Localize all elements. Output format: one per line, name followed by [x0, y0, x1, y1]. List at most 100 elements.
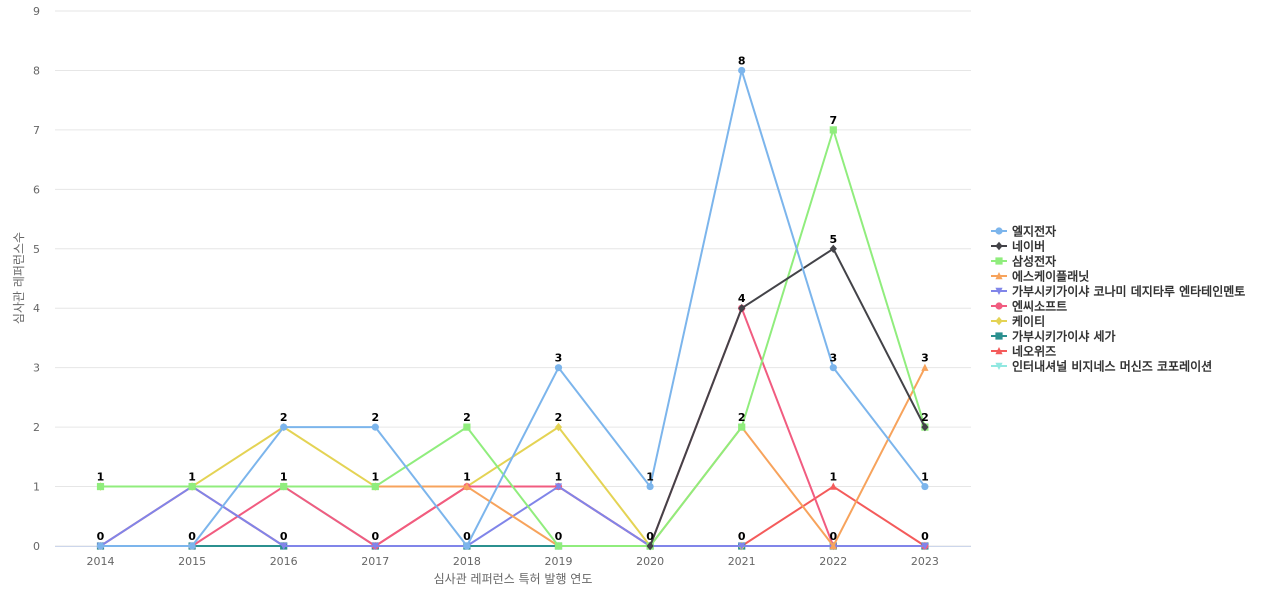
- legend-label: 인터내셔널 비지네스 머신즈 코포레이션: [1012, 359, 1212, 374]
- data-label: 1: [97, 471, 105, 484]
- y-tick-label: 4: [33, 302, 40, 315]
- x-tick-label: 2016: [270, 555, 298, 568]
- y-tick-label: 2: [33, 421, 40, 434]
- data-point[interactable]: [829, 244, 837, 253]
- series-line: [99, 69, 926, 547]
- data-point[interactable]: [188, 542, 196, 550]
- data-point[interactable]: [554, 483, 563, 491]
- data-label: 2: [921, 411, 929, 424]
- data-point[interactable]: [646, 541, 654, 551]
- x-tick-label: 2020: [636, 555, 664, 568]
- data-label: 4: [738, 292, 746, 305]
- legend-item[interactable]: 케이티: [991, 314, 1045, 329]
- series-lines: [96, 66, 929, 551]
- y-axis-title: 심사관 레퍼런스수: [12, 232, 26, 324]
- data-point[interactable]: [554, 364, 563, 372]
- data-label: 3: [921, 352, 929, 365]
- y-tick-label: 7: [33, 124, 40, 137]
- legend-label: 엘지전자: [1012, 224, 1056, 239]
- data-point[interactable]: [921, 422, 929, 432]
- data-point[interactable]: [463, 542, 471, 550]
- data-label: 3: [829, 352, 837, 365]
- legend-marker[interactable]: [995, 241, 1003, 251]
- data-label: 7: [829, 114, 837, 127]
- data-point[interactable]: [554, 542, 563, 550]
- data-point[interactable]: [829, 482, 837, 490]
- data-point[interactable]: [738, 304, 746, 313]
- data-point[interactable]: [463, 423, 471, 431]
- x-tick-label: 2019: [545, 555, 573, 568]
- y-tick-label: 9: [33, 5, 40, 18]
- data-point[interactable]: [280, 542, 288, 550]
- series-1: [96, 66, 929, 550]
- y-tick-label: 6: [33, 183, 40, 196]
- data-label: 0: [463, 530, 471, 543]
- data-point[interactable]: [96, 482, 105, 491]
- legend-item[interactable]: 네오위즈: [991, 344, 1056, 359]
- data-point[interactable]: [371, 423, 379, 431]
- data-point[interactable]: [371, 542, 379, 550]
- legend-marker[interactable]: [995, 332, 1003, 340]
- legend-marker[interactable]: [995, 347, 1003, 355]
- data-point[interactable]: [829, 126, 837, 134]
- data-point[interactable]: [921, 482, 929, 491]
- legend-marker[interactable]: [995, 257, 1003, 265]
- legend-item[interactable]: 인터내셔널 비지네스 머신즈 코포레이션: [991, 359, 1212, 374]
- data-label: 1: [829, 471, 837, 484]
- legend-label: 엔씨소프트: [1012, 299, 1067, 314]
- legend-label: 가부시키가이샤 세가: [1012, 329, 1116, 344]
- data-label: 0: [829, 530, 837, 543]
- data-label: 2: [463, 411, 471, 424]
- legend-marker[interactable]: [995, 272, 1003, 280]
- legend-item[interactable]: 엔씨소프트: [991, 299, 1067, 314]
- y-tick-label: 1: [33, 481, 40, 494]
- data-point[interactable]: [188, 482, 196, 491]
- legend-item[interactable]: 에스케이플래닛: [991, 269, 1089, 284]
- data-point[interactable]: [554, 422, 563, 432]
- data-point[interactable]: [921, 363, 929, 371]
- legend-marker[interactable]: [995, 316, 1003, 326]
- data-point[interactable]: [96, 542, 105, 550]
- data-label: 0: [188, 530, 196, 543]
- data-label: 1: [646, 471, 654, 484]
- data-point[interactable]: [738, 542, 746, 550]
- legend-label: 네오위즈: [1012, 344, 1056, 359]
- legend-item[interactable]: 엘지전자: [991, 224, 1056, 239]
- legend-label: 에스케이플래닛: [1012, 269, 1089, 284]
- legend-item[interactable]: 네이버: [991, 239, 1045, 254]
- legend-marker[interactable]: [995, 302, 1003, 310]
- data-label: 8: [738, 54, 746, 67]
- data-point[interactable]: [829, 542, 837, 550]
- legend-label: 케이티: [1012, 314, 1045, 329]
- data-point[interactable]: [921, 542, 929, 550]
- data-point[interactable]: [738, 423, 746, 431]
- legend-item[interactable]: 가부시키가이샤 코나미 데지타루 엔타테인멘토: [991, 284, 1245, 299]
- data-point[interactable]: [371, 482, 379, 491]
- legend-item[interactable]: 가부시키가이샤 세가: [991, 329, 1116, 344]
- data-label: 1: [371, 471, 379, 484]
- data-label: 1: [188, 471, 196, 484]
- legend-marker[interactable]: [995, 227, 1003, 235]
- data-point[interactable]: [646, 482, 654, 491]
- legend-marker[interactable]: [995, 362, 1003, 370]
- data-label: 0: [371, 530, 379, 543]
- data-point[interactable]: [738, 66, 746, 75]
- legend-label: 네이버: [1012, 239, 1045, 254]
- x-tick-label: 2022: [819, 555, 847, 568]
- legend-marker[interactable]: [995, 287, 1003, 295]
- data-point[interactable]: [280, 423, 288, 431]
- data-point[interactable]: [280, 482, 288, 491]
- data-label: 2: [738, 411, 746, 424]
- data-point[interactable]: [463, 482, 471, 490]
- grid-lines: [55, 10, 971, 547]
- data-label: 0: [921, 530, 929, 543]
- data-label: 0: [738, 530, 746, 543]
- x-tick-label: 2021: [728, 555, 756, 568]
- data-label: 2: [371, 411, 379, 424]
- legend-item[interactable]: 삼성전자: [991, 254, 1056, 269]
- data-point[interactable]: [829, 364, 837, 372]
- x-tick-label: 2014: [87, 555, 115, 568]
- data-label: 0: [555, 530, 563, 543]
